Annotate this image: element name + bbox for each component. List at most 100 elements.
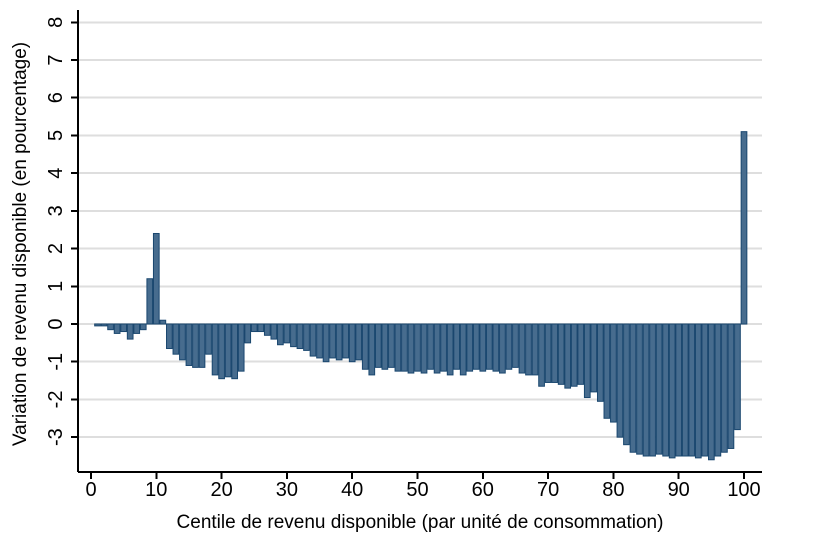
bar-centile-97 <box>721 323 728 453</box>
bar-centile-28 <box>270 323 278 340</box>
y-tick-label: 5 <box>45 130 67 141</box>
x-tick-label: 90 <box>668 479 690 501</box>
bar-centile-17 <box>198 323 206 368</box>
y-tick-label: -2 <box>45 391 67 409</box>
bar-centile-32 <box>296 323 304 350</box>
bar-centile-26 <box>257 323 265 333</box>
bar-centile-18 <box>205 323 212 355</box>
bar-centile-25 <box>250 323 258 333</box>
x-tick-label: 20 <box>210 479 232 501</box>
bar-centile-48 <box>401 323 408 372</box>
bar-centile-63 <box>499 323 506 374</box>
bar-centile-35 <box>316 323 323 359</box>
bar-centile-68 <box>531 323 539 376</box>
bar-centile-94 <box>701 323 709 457</box>
bar-centile-20 <box>218 323 225 380</box>
y-tick-label: 2 <box>45 243 67 254</box>
bar-centile-55 <box>446 323 454 376</box>
bar-centile-53 <box>433 323 441 374</box>
bar-centile-41 <box>355 323 363 361</box>
x-tick-label: 30 <box>276 479 298 501</box>
x-tick-label: 50 <box>406 479 428 501</box>
bar-centile-99 <box>734 323 741 431</box>
bar-centile-93 <box>694 323 702 459</box>
bar-centile-61 <box>485 323 493 370</box>
bar-centile-51 <box>420 323 428 374</box>
bar-centile-34 <box>309 323 317 357</box>
bar-centile-89 <box>668 323 676 459</box>
y-tick-label: 8 <box>45 17 67 28</box>
bar-centile-23 <box>237 323 245 372</box>
bar-centile-9 <box>146 278 154 325</box>
bar-centile-46 <box>388 323 395 368</box>
bar-centile-40 <box>348 323 356 363</box>
bar-centile-22 <box>231 323 239 380</box>
y-tick-label: -3 <box>45 428 67 446</box>
bar-centile-3 <box>107 323 114 331</box>
bar-centile-70 <box>544 323 552 383</box>
bar-centile-8 <box>139 323 147 331</box>
bar-centile-83 <box>629 323 637 453</box>
bar-centile-52 <box>427 323 434 370</box>
bar-centile-1 <box>94 323 101 327</box>
bar-centile-98 <box>727 323 735 449</box>
y-tick-label: 4 <box>45 168 67 179</box>
bar-centile-57 <box>459 323 467 376</box>
bar-centile-95 <box>708 323 715 461</box>
bar-centile-81 <box>616 323 624 438</box>
bar-centile-100 <box>740 131 748 325</box>
bar-centile-31 <box>290 323 297 348</box>
bar-centile-2 <box>100 323 108 327</box>
bar-centile-11 <box>159 319 167 325</box>
bar-centile-64 <box>505 323 513 370</box>
bar-centile-82 <box>623 323 630 446</box>
bar-centile-80 <box>610 323 617 423</box>
bar-centile-77 <box>590 323 598 393</box>
bar-centile-12 <box>166 323 173 350</box>
y-tick-label: 6 <box>45 92 67 103</box>
bar-centile-45 <box>381 323 389 370</box>
x-tick-label: 40 <box>341 479 363 501</box>
bar-centile-42 <box>361 323 369 370</box>
bar-centile-88 <box>662 323 669 457</box>
bar-centile-67 <box>525 323 532 376</box>
bar-centile-62 <box>492 323 500 372</box>
bar-centile-92 <box>688 323 696 457</box>
bar-centile-47 <box>394 323 402 372</box>
y-axis-title: Variation de revenu disponible (en pourc… <box>10 41 31 447</box>
bar-centile-14 <box>179 323 186 361</box>
bar-centile-4 <box>113 323 121 334</box>
bar-centile-73 <box>564 323 572 389</box>
bar-centile-44 <box>374 323 382 368</box>
bar-centile-71 <box>551 323 558 383</box>
x-tick-label: 0 <box>85 479 96 501</box>
bar-centile-37 <box>329 323 336 359</box>
bar-centile-54 <box>440 323 447 372</box>
y-tick-label: 3 <box>45 205 67 216</box>
bar-centile-72 <box>557 323 565 385</box>
bar-centile-6 <box>126 323 134 340</box>
bar-centile-90 <box>675 323 683 457</box>
y-tick-label: -1 <box>45 353 67 371</box>
bar-centile-76 <box>583 323 591 399</box>
bar-centile-87 <box>655 323 663 455</box>
bar-centile-13 <box>172 323 180 355</box>
bar-centile-85 <box>642 323 650 457</box>
bar-centile-5 <box>120 323 128 333</box>
bar-centile-7 <box>133 323 141 334</box>
x-tick-label: 10 <box>145 479 167 501</box>
bar-centile-96 <box>714 323 722 457</box>
bar-centile-91 <box>681 323 689 457</box>
bar-centile-69 <box>538 323 545 387</box>
bar-centile-27 <box>263 323 271 336</box>
bar-centile-24 <box>244 323 252 344</box>
x-tick-label: 70 <box>537 479 559 501</box>
bar-centile-29 <box>277 323 284 346</box>
x-axis-title: Centile de revenu disponible (par unité … <box>176 512 664 533</box>
bar-centile-33 <box>303 323 310 351</box>
y-tick-label: 0 <box>45 318 67 329</box>
bar-centile-16 <box>192 323 199 368</box>
bar-centile-10 <box>152 232 160 325</box>
x-tick-label: 100 <box>727 479 760 501</box>
